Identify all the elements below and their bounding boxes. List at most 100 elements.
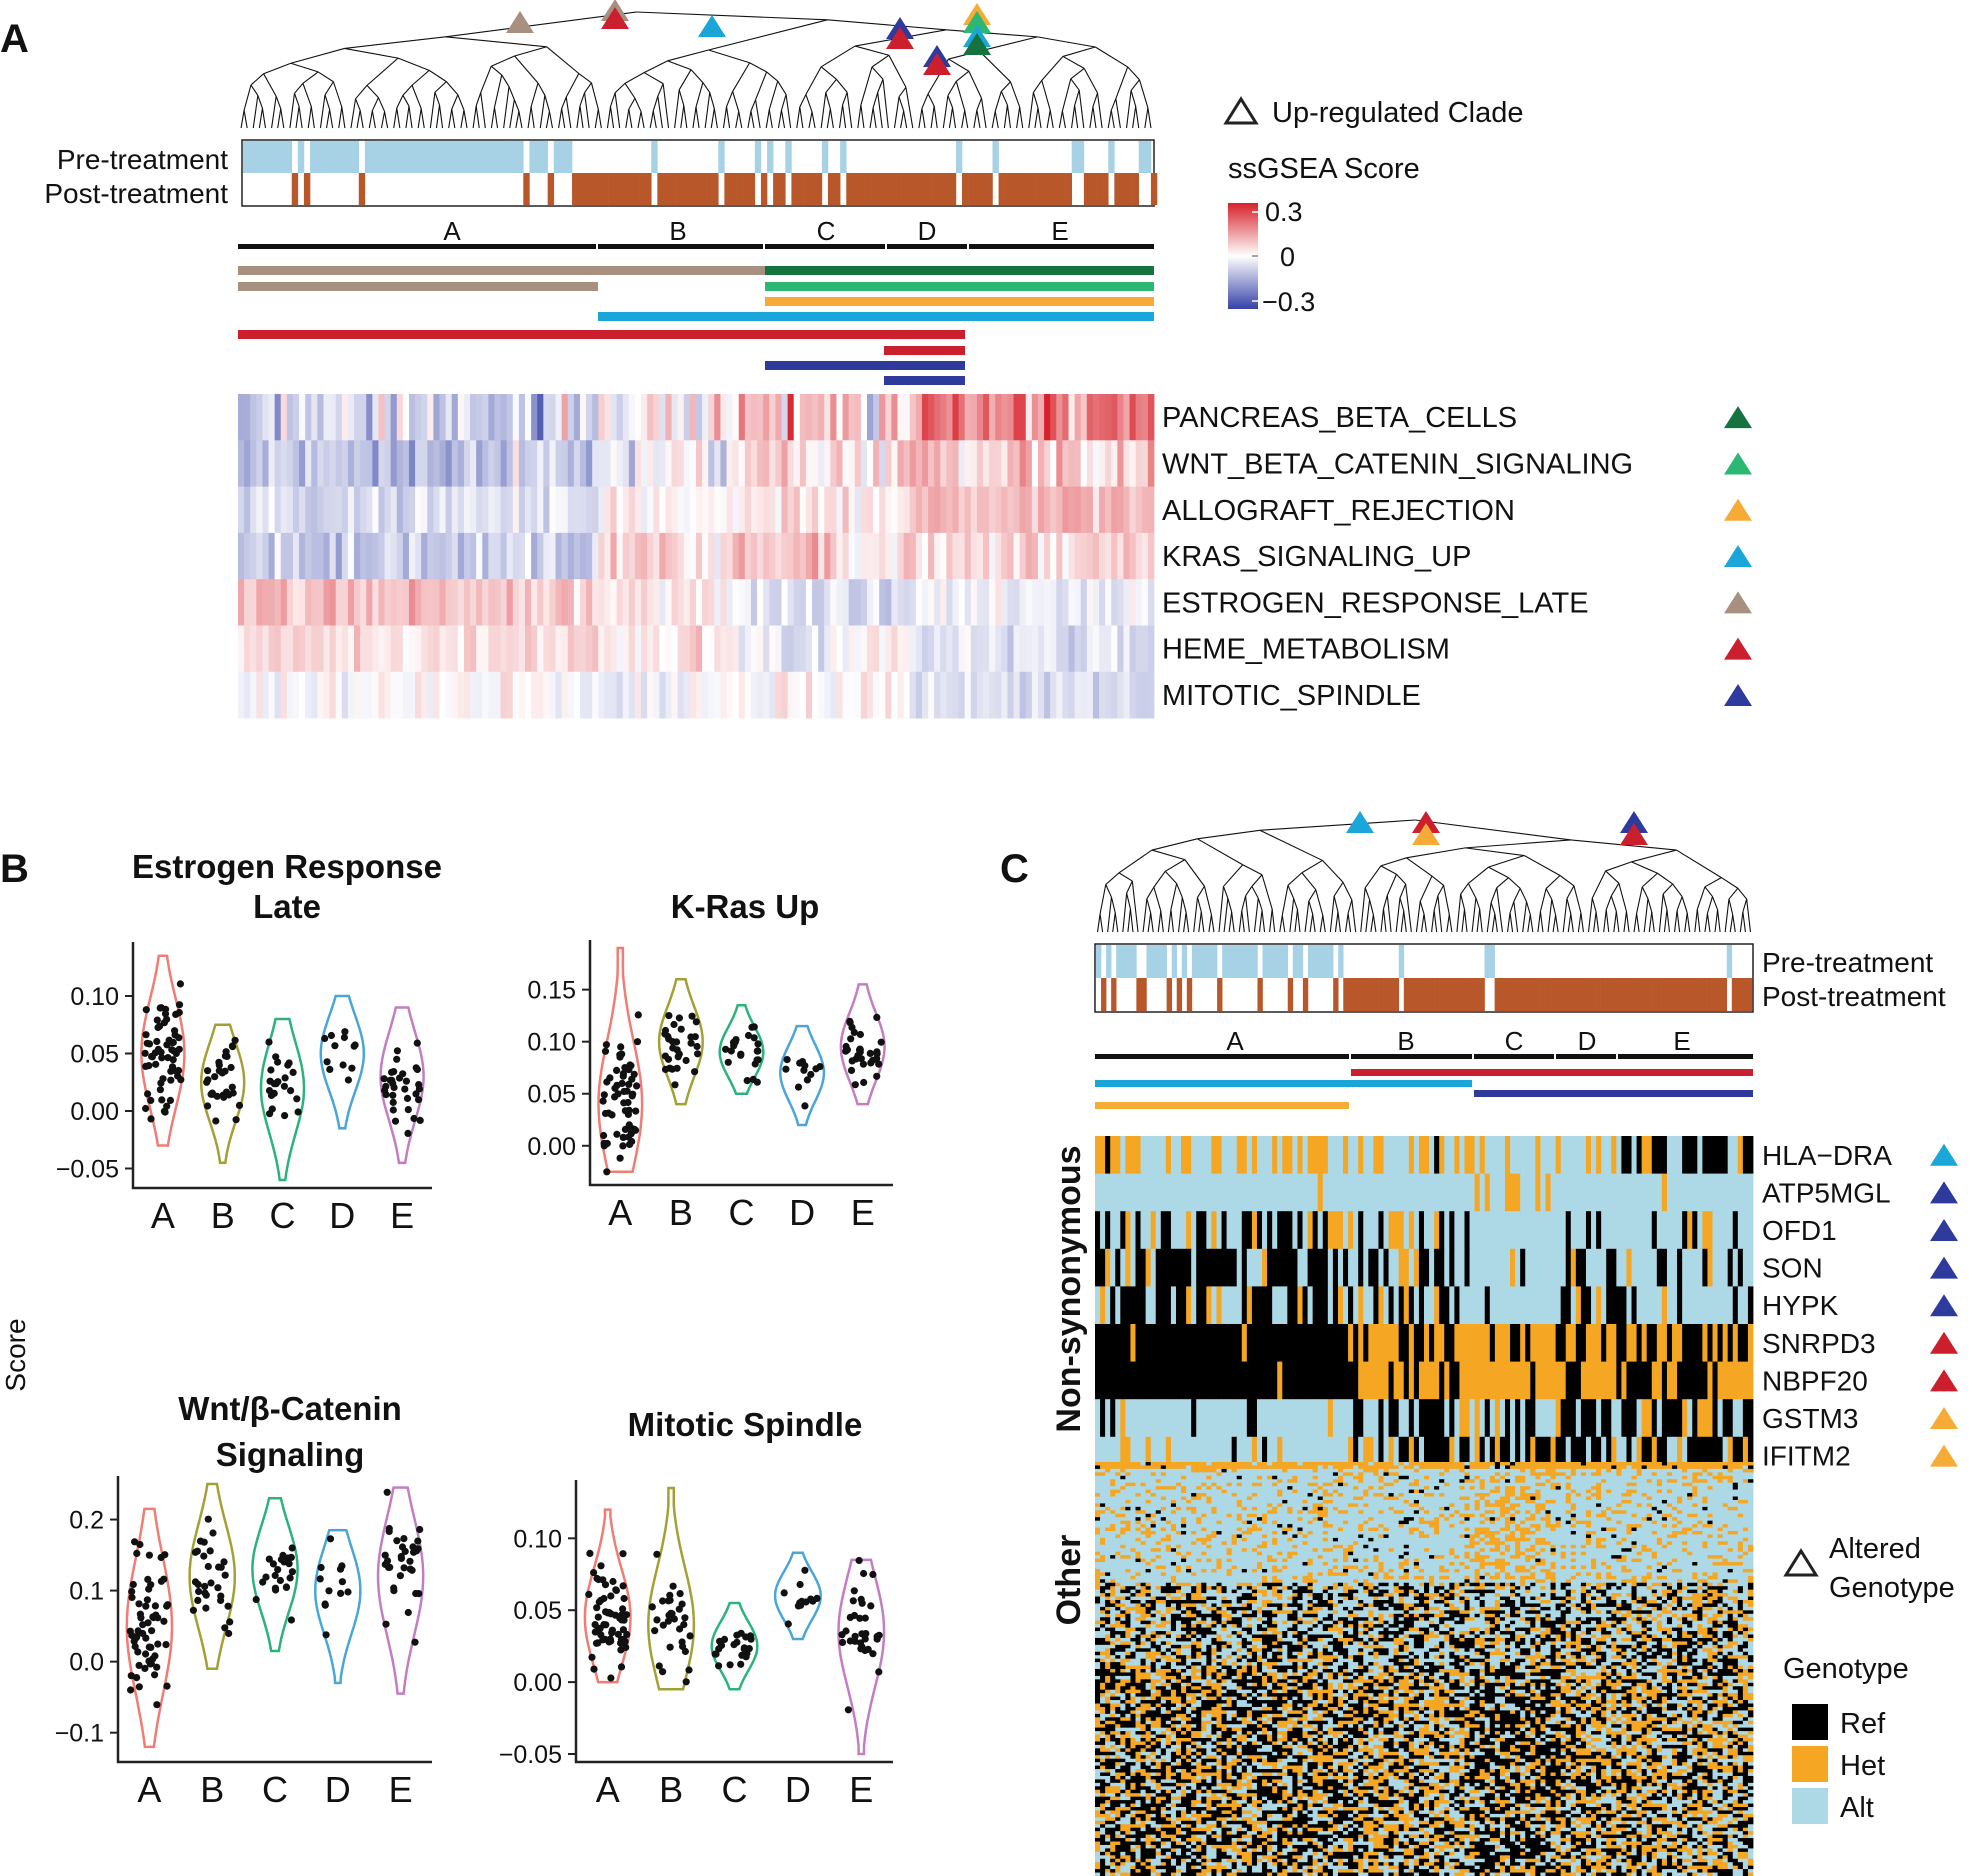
pre-treatment-sample — [486, 141, 494, 173]
genotype-cell — [1489, 1482, 1496, 1487]
panel-c-dendrogram-branch-149 — [1463, 909, 1468, 933]
genotype-cell — [1697, 1479, 1703, 1484]
genotype-cell — [1272, 1436, 1278, 1475]
data-point — [287, 1616, 295, 1624]
genotype-cell — [1327, 1482, 1334, 1487]
data-point — [617, 1663, 626, 1671]
genotype-cell — [1393, 1173, 1400, 1212]
genotype-cell — [1742, 1472, 1749, 1477]
heatmap-cell — [854, 394, 862, 441]
data-point — [226, 1618, 234, 1626]
genotype-cell — [1540, 1436, 1546, 1475]
genotype-cell — [1504, 1173, 1511, 1212]
genotype-cell — [1120, 1465, 1126, 1470]
heatmap-cell — [1123, 532, 1130, 580]
heatmap-cell — [329, 671, 337, 719]
heatmap-cell — [921, 579, 929, 626]
genotype-cell — [1525, 1479, 1531, 1484]
genotype-cell — [1160, 1211, 1167, 1250]
panel-a-dendrogram-branch-239 — [961, 110, 966, 129]
data-point — [859, 1060, 868, 1068]
genotype-cell — [1717, 1475, 1724, 1480]
heatmap-cell — [244, 625, 251, 673]
genotype-cell — [1145, 1479, 1152, 1484]
genotype-cell — [1408, 1286, 1415, 1325]
data-point — [602, 1041, 611, 1049]
heatmap-cell — [812, 532, 819, 580]
data-point — [659, 1621, 667, 1629]
genotype-cell — [1616, 1399, 1622, 1438]
genotype-cell — [1383, 1324, 1389, 1362]
genotype-cell — [1100, 1173, 1106, 1212]
heatmap-cell — [335, 625, 343, 673]
genotype-cell — [1520, 1436, 1526, 1475]
genotype-cell — [1312, 1211, 1319, 1250]
allograft-triangle-icon-c — [1412, 823, 1440, 845]
genotype-cell — [1231, 1399, 1238, 1438]
genotype-cell — [1256, 1486, 1263, 1490]
heatmap-cell — [775, 532, 782, 580]
genotype-cell — [1560, 1324, 1567, 1362]
panel-a-dendrogram-branch-112 — [579, 92, 586, 107]
panel-a-clade-d-label: D — [918, 216, 937, 246]
heatmap-cell — [964, 625, 972, 673]
genotype-cell — [1591, 1436, 1597, 1475]
data-point — [145, 1062, 153, 1070]
genotype-cell — [1145, 1399, 1152, 1438]
genotype-cell — [1535, 1136, 1541, 1174]
heatmap-cell — [671, 486, 679, 534]
genotype-cell — [1353, 1436, 1359, 1475]
heatmap-cell — [879, 671, 886, 719]
pre-treatment-sample — [310, 141, 317, 173]
panel-a-dendrogram-branch-54 — [396, 95, 404, 109]
genotype-cell — [1601, 1472, 1607, 1477]
panel-a-dendrogram-branch-146 — [678, 89, 685, 106]
genotype-cell — [1494, 1486, 1501, 1490]
genotype-cell — [1504, 1361, 1511, 1400]
genotype-cell — [1459, 1399, 1465, 1438]
panel-c-dendrogram-branch-27 — [1150, 912, 1154, 933]
genotype-cell — [1312, 1472, 1319, 1477]
heatmap-cell — [799, 394, 807, 441]
genotype-cell — [1140, 1468, 1147, 1473]
genotype-cell — [1596, 1173, 1602, 1212]
data-point — [400, 1564, 408, 1572]
genotype-cell — [1575, 1248, 1582, 1287]
genotype-cell — [1707, 1472, 1713, 1477]
genotype-cell — [1742, 1465, 1749, 1470]
heatmap-cell — [470, 671, 477, 719]
genotype-cell — [1322, 1482, 1329, 1487]
genotype-cell — [1221, 1465, 1227, 1470]
data-point — [127, 1686, 135, 1694]
heatmap-cell — [415, 579, 422, 626]
genotype-cell — [1378, 1136, 1384, 1174]
genotype-cell — [1580, 1324, 1587, 1362]
heatmap-cell — [421, 486, 428, 534]
data-point — [147, 1581, 155, 1589]
genotype-cell — [1687, 1248, 1693, 1287]
genotype-cell — [1687, 1465, 1693, 1470]
data-point — [783, 1056, 791, 1064]
heatmap-cell — [518, 671, 526, 719]
genotype-cell — [1368, 1482, 1374, 1487]
genotype-cell — [1327, 1468, 1334, 1473]
data-point — [750, 1023, 758, 1031]
heatmap-cell — [1044, 394, 1051, 441]
heatmap-cell — [305, 625, 312, 673]
genotype-cell — [1454, 1436, 1460, 1475]
genotype-cell — [1687, 1361, 1693, 1400]
heatmap-cell — [946, 532, 953, 580]
panel-a-dendrogram-branch-89 — [503, 86, 510, 129]
pre-treatment-sample — [279, 141, 286, 173]
genotype-cell — [1332, 1173, 1339, 1212]
genotype-cell — [1403, 1173, 1410, 1212]
heatmap-cell — [854, 486, 862, 534]
heatmap-cell — [1031, 394, 1039, 441]
genotype-cell — [1160, 1479, 1167, 1484]
genotype-cell — [1170, 1468, 1177, 1473]
heatmap-cell — [634, 394, 642, 441]
data-point — [744, 1031, 753, 1040]
genotype-cell — [1591, 1324, 1597, 1362]
panel-c-dendrogram-branch-128 — [1419, 875, 1433, 902]
genotype-cell — [1292, 1248, 1298, 1287]
